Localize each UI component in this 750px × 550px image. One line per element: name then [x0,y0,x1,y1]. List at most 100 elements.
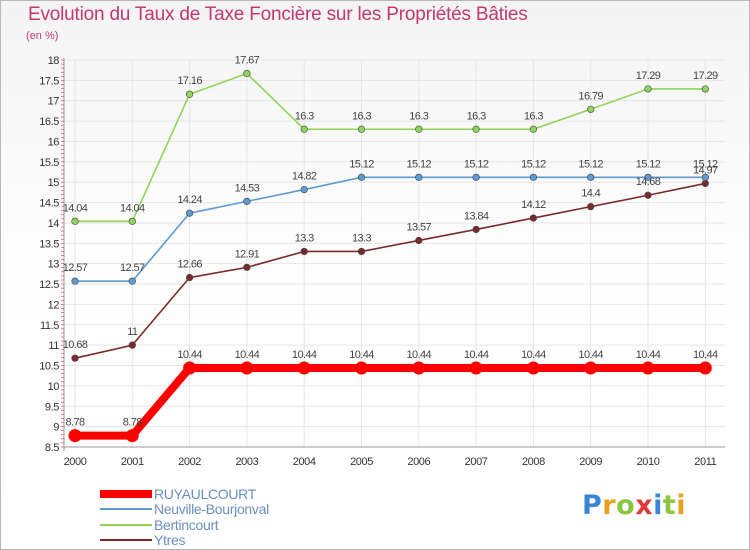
chart-title: Evolution du Taux de Taxe Foncière sur l… [28,4,528,25]
x-tick-label: 2000 [64,456,87,468]
data-point-neuville-bourjonval [243,197,251,205]
legend-label-ytres: Ytres [154,532,186,549]
data-label-bertincourt: 14.04 [63,202,88,214]
y-tick-label: 9 [53,422,59,434]
y-tick-label: 13 [48,259,60,271]
data-point-neuville-bourjonval [128,277,136,285]
logo-letter: x [635,490,654,521]
logo-letter: i [676,490,687,521]
y-tick-label: 17 [48,96,60,108]
data-point-bertincourt [186,90,194,98]
data-label-bertincourt: 16.3 [467,110,486,122]
data-point-ytres [71,354,79,362]
logo-letter: P [582,490,603,521]
logo-letter: r [602,490,617,521]
data-label-neuville-bourjonval: 15.12 [578,158,603,170]
y-tick-label: 15 [48,177,60,189]
data-label-neuville-bourjonval: 12.57 [63,262,88,274]
data-point-ytres [300,247,308,256]
y-tick-label: 16.5 [39,116,59,128]
data-label-bertincourt: 17.67 [235,54,260,66]
data-point-ytres [415,236,423,245]
x-tick-label: 2011 [694,456,716,468]
legend-item-ruyaulcourt: RUYAULCOURT [100,486,269,502]
data-label-bertincourt: 16.79 [578,90,603,102]
data-label-ruyaulcourt: 10.44 [693,349,718,361]
y-tick-label: 11.5 [40,320,59,332]
data-label-ruyaulcourt: 10.44 [521,349,546,361]
data-point-ytres [357,247,366,256]
proxiti-logo: Proxiti [582,490,686,521]
x-tick-label: 2006 [407,456,430,468]
legend-swatch-ruyaulcourt [100,489,152,498]
data-label-ytres: 11 [127,326,138,338]
data-label-ytres: 10.68 [63,339,88,351]
data-label-ruyaulcourt: 10.44 [407,349,432,361]
x-tick-label: 2002 [178,456,201,468]
data-point-bertincourt [415,125,423,133]
x-tick-label: 2004 [293,456,316,468]
y-tick-label: 12.5 [39,279,59,291]
legend-label-bertincourt: Bertincourt [154,516,219,533]
data-label-neuville-bourjonval: 14.82 [292,171,317,183]
x-tick-label: 2010 [637,456,660,468]
data-point-ytres [186,273,194,282]
data-point-ruyaulcourt [526,361,540,375]
data-label-ruyaulcourt: 10.44 [636,349,661,361]
data-label-neuville-bourjonval: 15.12 [521,158,546,170]
data-point-ytres [587,203,595,211]
data-label-neuville-bourjonval: 15.12 [693,158,718,170]
x-tick-label: 2009 [579,456,602,468]
chart-legend: RUYAULCOURT Neuville-Bourjonval Bertinco… [100,486,269,548]
y-tick-label: 13.5 [39,238,59,250]
data-point-bertincourt [357,125,366,133]
data-label-ruyaulcourt: 10.44 [578,349,603,361]
data-point-ytres [128,341,136,349]
data-label-ytres: 13.57 [407,221,432,233]
data-label-neuville-bourjonval: 14.53 [235,182,260,194]
data-point-bertincourt [701,85,709,93]
data-point-bertincourt [472,125,480,133]
data-label-neuville-bourjonval: 12.57 [120,262,145,274]
data-label-ruyaulcourt: 8.78 [65,417,84,429]
data-point-ytres [243,263,251,271]
data-point-bertincourt [128,217,136,225]
data-point-neuville-bourjonval [529,173,538,181]
logo-letter: i [653,490,663,521]
x-tick-label: 2005 [350,456,373,468]
x-tick-label: 2001 [121,456,144,468]
data-point-ruyaulcourt [355,361,368,375]
series-line-bertincourt [74,72,707,223]
data-label-ytres: 14.68 [636,176,661,188]
data-label-bertincourt: 16.3 [295,110,314,122]
y-tick-label: 16 [48,136,60,148]
logo-letter: o [616,490,636,521]
y-tick-label: 14.5 [39,198,59,210]
data-label-ruyaulcourt: 8.78 [123,417,142,429]
data-point-ruyaulcourt [641,361,655,375]
data-label-bertincourt: 17.29 [693,70,718,82]
data-label-ruyaulcourt: 10.44 [349,349,374,361]
data-point-neuville-bourjonval [415,173,423,181]
data-label-bertincourt: 16.3 [352,110,371,122]
data-point-bertincourt [529,125,538,133]
data-label-bertincourt: 16.3 [524,110,543,122]
data-label-ytres: 13.3 [295,232,314,244]
data-point-neuville-bourjonval [472,173,480,181]
y-tick-label: 17.5 [39,75,59,87]
data-label-neuville-bourjonval: 15.12 [349,158,374,170]
legend-item-neuville-bourjonval: Neuville-Bourjonval [100,501,269,517]
data-point-ruyaulcourt [698,361,712,375]
legend-swatch-neuville-bourjonval [100,508,152,511]
data-point-ruyaulcourt [183,361,197,375]
y-tick-label: 14 [48,218,60,230]
data-point-ruyaulcourt [297,361,311,375]
x-tick-label: 2003 [235,456,258,468]
chart-unit-label: (en %) [26,30,59,42]
data-label-ytres: 14.97 [693,164,718,176]
data-point-bertincourt [587,105,595,113]
y-tick-label: 10.5 [39,361,59,373]
data-label-ruyaulcourt: 10.44 [464,349,489,361]
data-point-ytres [701,179,709,188]
